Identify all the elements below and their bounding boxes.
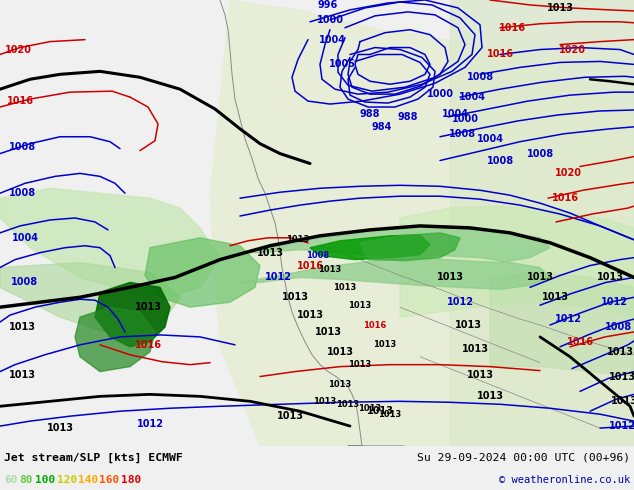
Text: 1013: 1013 (541, 292, 569, 302)
Text: 1000: 1000 (427, 89, 453, 99)
Text: 1016: 1016 (297, 261, 323, 270)
Polygon shape (310, 235, 430, 260)
Text: 1008: 1008 (486, 155, 514, 166)
Text: 180: 180 (121, 475, 141, 485)
Text: 1016: 1016 (498, 23, 526, 33)
Text: 1013: 1013 (467, 369, 493, 380)
Polygon shape (0, 263, 180, 337)
Text: 1008: 1008 (526, 148, 553, 159)
Text: 1013: 1013 (597, 272, 623, 282)
Text: Jet stream/SLP [kts] ECMWF: Jet stream/SLP [kts] ECMWF (4, 453, 183, 463)
Text: 60: 60 (4, 475, 18, 485)
Text: 120: 120 (56, 475, 77, 485)
Text: 984: 984 (372, 122, 392, 132)
Text: 1013: 1013 (134, 302, 162, 312)
Text: 1013: 1013 (327, 347, 354, 357)
Text: 1013: 1013 (348, 360, 372, 369)
Text: 1004: 1004 (458, 92, 486, 102)
Text: 1016: 1016 (134, 340, 162, 350)
Text: 1013: 1013 (547, 3, 574, 13)
Text: 1013: 1013 (257, 247, 283, 258)
Polygon shape (360, 233, 460, 261)
Polygon shape (145, 238, 260, 307)
Polygon shape (0, 188, 220, 297)
Text: 1013: 1013 (276, 411, 304, 421)
Text: 1013: 1013 (526, 272, 553, 282)
Text: 140: 140 (78, 475, 98, 485)
Text: 100: 100 (36, 475, 55, 485)
Text: 1012: 1012 (555, 314, 581, 324)
Polygon shape (210, 0, 634, 446)
Text: 1020: 1020 (4, 45, 32, 54)
Text: 1012: 1012 (600, 297, 628, 307)
Text: 1016: 1016 (6, 96, 34, 106)
Text: 1000: 1000 (451, 114, 479, 124)
Text: 1004: 1004 (441, 109, 469, 119)
Text: 988: 988 (398, 112, 418, 122)
Text: 988: 988 (359, 109, 380, 119)
Text: 1008: 1008 (448, 129, 476, 139)
Text: 1008: 1008 (11, 277, 39, 288)
Text: 1016: 1016 (552, 193, 578, 203)
Text: 1005: 1005 (328, 59, 356, 70)
Text: 1012: 1012 (136, 419, 164, 429)
Text: 1004: 1004 (11, 233, 39, 243)
Text: 1013: 1013 (609, 371, 634, 382)
Text: 1013: 1013 (333, 283, 356, 292)
Polygon shape (490, 272, 634, 376)
Text: 1013: 1013 (477, 392, 503, 401)
Text: 1013: 1013 (366, 406, 394, 416)
Text: 1013: 1013 (462, 344, 489, 354)
Text: 1013: 1013 (455, 320, 481, 330)
Text: 1013: 1013 (348, 301, 372, 310)
Text: 1008: 1008 (8, 142, 36, 151)
Text: 1013: 1013 (8, 322, 36, 332)
Text: 1013: 1013 (281, 292, 309, 302)
Text: 1012: 1012 (446, 297, 474, 307)
Text: 1013: 1013 (313, 397, 337, 406)
Text: 1004: 1004 (477, 134, 503, 144)
Text: 1013: 1013 (318, 265, 342, 274)
Text: 1004: 1004 (318, 35, 346, 45)
Polygon shape (240, 226, 550, 289)
Text: 1013: 1013 (607, 347, 633, 357)
Text: 1016: 1016 (567, 337, 593, 347)
Text: 80: 80 (20, 475, 33, 485)
Text: 1013: 1013 (358, 404, 382, 413)
Polygon shape (450, 0, 634, 446)
Text: 1016: 1016 (363, 320, 387, 329)
Polygon shape (75, 307, 155, 371)
Text: 1013: 1013 (378, 410, 401, 418)
Text: 1013: 1013 (337, 400, 359, 409)
Text: 1012: 1012 (609, 421, 634, 431)
Text: 1012: 1012 (264, 272, 292, 282)
Text: 1008: 1008 (306, 251, 330, 260)
Text: Su 29-09-2024 00:00 UTC (00+96): Su 29-09-2024 00:00 UTC (00+96) (417, 453, 630, 463)
Text: 1000: 1000 (316, 15, 344, 25)
Text: 160: 160 (100, 475, 120, 485)
Text: 1013: 1013 (46, 423, 74, 433)
Text: 1020: 1020 (559, 45, 586, 54)
Polygon shape (400, 206, 634, 317)
Text: 1016: 1016 (486, 49, 514, 59)
Text: 1013: 1013 (8, 369, 36, 380)
Text: 1008: 1008 (467, 73, 493, 82)
Text: 1020: 1020 (555, 169, 581, 178)
Text: 1013: 1013 (297, 310, 323, 320)
Text: 1013: 1013 (373, 341, 397, 349)
Polygon shape (95, 282, 170, 347)
Text: 996: 996 (318, 0, 338, 10)
Text: 1008: 1008 (604, 322, 631, 332)
Text: 1013: 1013 (328, 380, 352, 389)
Text: 1013: 1013 (287, 235, 309, 245)
Text: 1013: 1013 (314, 327, 342, 337)
Text: © weatheronline.co.uk: © weatheronline.co.uk (499, 475, 630, 485)
Text: 1008: 1008 (8, 188, 36, 198)
Text: 1013: 1013 (436, 272, 463, 282)
Text: 1013: 1013 (611, 396, 634, 406)
